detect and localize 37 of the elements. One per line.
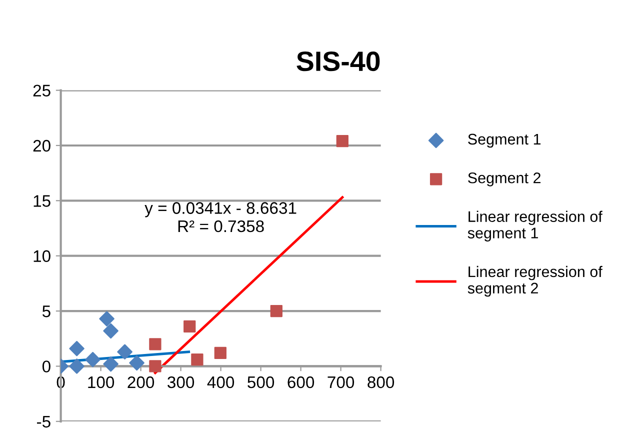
legend-label: Linear regression of segment 1: [468, 210, 602, 242]
point: [336, 134, 348, 148]
y-tick-label: -5: [37, 416, 50, 428]
x-tick-label: 600: [288, 376, 314, 388]
annotation: R² = 0.7358: [178, 220, 264, 232]
annotation: y = 0.0341x - 8.6631: [144, 202, 296, 218]
x-tick-label: 700: [328, 376, 354, 388]
x-tick-label: 400: [207, 376, 234, 388]
legend-label: Segment 1: [468, 134, 541, 148]
x-tick-label: 200: [128, 376, 154, 388]
chart-title: SIS-40: [296, 51, 380, 72]
point: [117, 344, 132, 360]
point: [191, 354, 204, 366]
point: [69, 340, 84, 356]
point: [184, 320, 196, 333]
point: [149, 338, 162, 350]
y-tick-label: 5: [42, 306, 50, 318]
point: [99, 311, 114, 326]
y-tick-label: 10: [34, 250, 50, 262]
point: [129, 355, 144, 371]
point: [103, 356, 118, 372]
point: [270, 304, 282, 318]
y-tick-label: 0: [42, 360, 50, 372]
point: [214, 346, 226, 360]
y-tick-label: 15: [34, 195, 50, 207]
x-tick-label: 500: [248, 376, 274, 388]
y-tick-label: 20: [33, 140, 50, 152]
x-tick-label: 800: [368, 376, 394, 388]
x-tick-label: 100: [88, 376, 114, 388]
y-tick-label: 25: [33, 84, 50, 97]
point: [69, 358, 84, 374]
point: [149, 360, 162, 372]
legend-label: Segment 2: [468, 172, 540, 186]
x-tick-label: 300: [168, 376, 194, 388]
point: [85, 352, 100, 368]
point: [103, 323, 118, 339]
legend-label: Linear regression of segment 2: [468, 266, 602, 297]
